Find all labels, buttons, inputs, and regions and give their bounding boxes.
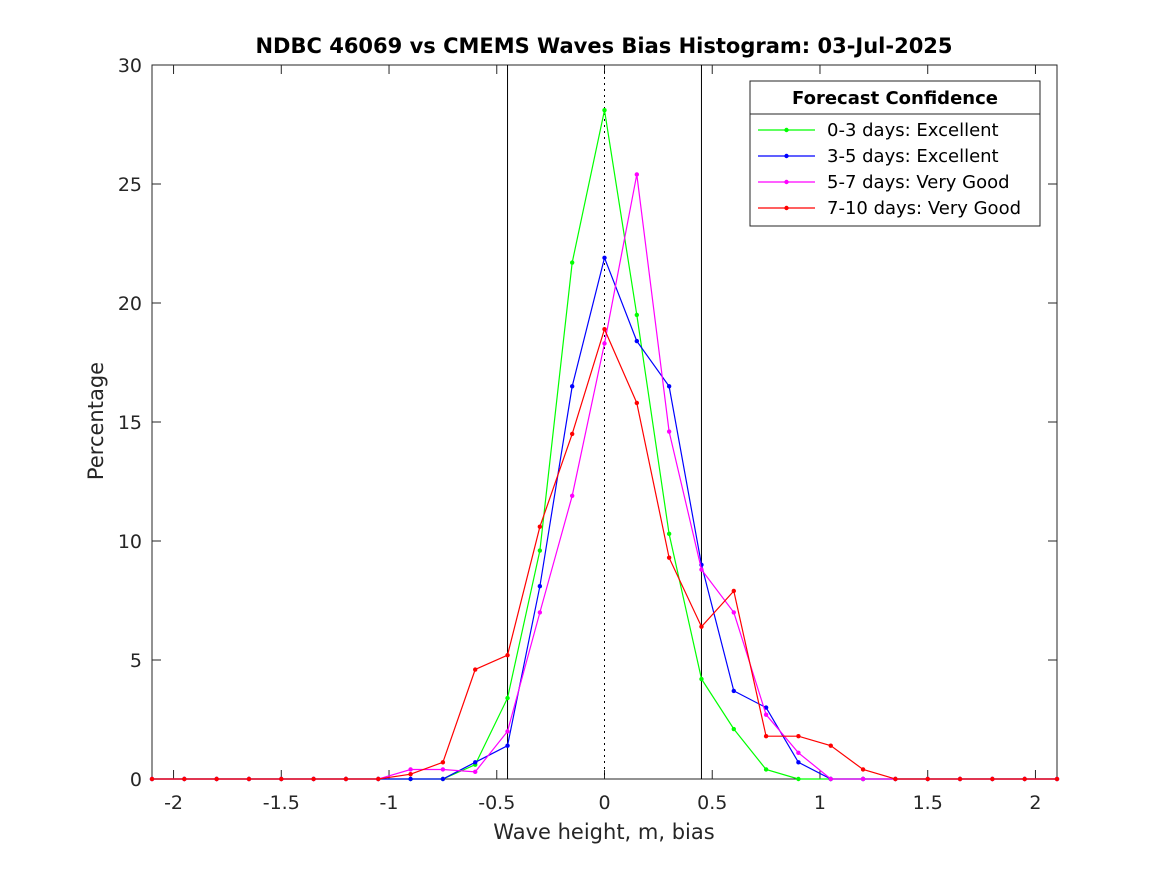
y-tick-label: 5 [130, 650, 142, 672]
data-point-series-4 [246, 776, 252, 782]
data-point-series-3 [634, 172, 640, 177]
data-point-series-1 [602, 108, 607, 113]
legend-marker-3 [784, 179, 789, 185]
data-point-series-3 [796, 750, 801, 756]
data-point-series-4 [957, 776, 963, 782]
legend-marker-4 [784, 205, 789, 211]
data-point-series-3 [569, 493, 575, 498]
data-point-series-4 [666, 555, 672, 560]
y-axis-title: Percentage [84, 362, 108, 480]
data-point-series-3 [860, 776, 866, 782]
data-point-series-3 [537, 610, 543, 615]
x-tick-label: -1 [380, 792, 399, 814]
data-point-series-4 [343, 776, 349, 782]
data-point-series-2 [602, 255, 607, 260]
data-point-series-4 [473, 667, 478, 672]
data-point-series-1 [796, 776, 801, 782]
data-point-series-4 [408, 772, 413, 777]
legend: Forecast Confidence 0-3 days: Excellent 3-… [749, 80, 1041, 227]
data-point-series-3 [731, 610, 736, 615]
data-point-series-3 [763, 712, 769, 717]
data-point-series-3 [473, 769, 478, 775]
x-tick-label: -1.5 [263, 792, 300, 814]
data-point-series-4 [440, 760, 446, 765]
data-point-series-4 [925, 776, 930, 782]
data-point-series-2 [731, 688, 736, 694]
data-point-series-4 [828, 743, 833, 748]
legend-label-2: 3-5 days: Excellent [827, 146, 999, 167]
data-point-series-3 [505, 729, 510, 734]
x-tick-label: -0.5 [478, 792, 515, 814]
data-point-series-1 [505, 695, 510, 701]
data-point-series-2 [763, 705, 769, 710]
data-point-series-4 [376, 776, 381, 782]
data-point-series-4 [505, 653, 510, 658]
data-point-series-2 [408, 776, 413, 782]
legend-box [749, 80, 1041, 227]
data-point-series-3 [408, 767, 413, 772]
legend-label-3: 5-7 days: Very Good [827, 172, 1010, 193]
data-point-series-4 [990, 776, 995, 782]
data-point-series-4 [311, 776, 316, 782]
data-point-series-1 [537, 548, 543, 553]
data-point-series-4 [149, 776, 155, 782]
data-point-series-4 [634, 400, 640, 406]
legend-marker-1 [784, 127, 789, 133]
data-point-series-1 [731, 726, 736, 732]
data-point-series-2 [569, 384, 575, 389]
y-tick-label: 0 [130, 769, 142, 791]
data-point-series-4 [279, 776, 284, 782]
data-point-series-4 [1054, 776, 1060, 782]
data-point-series-1 [699, 676, 704, 682]
data-point-series-3 [440, 767, 446, 772]
data-point-series-4 [731, 588, 736, 594]
data-point-series-4 [699, 624, 704, 629]
data-point-series-4 [537, 524, 543, 529]
data-point-series-4 [569, 431, 575, 437]
data-point-series-2 [505, 743, 510, 748]
chart-title: NDBC 46069 vs CMEMS Waves Bias Histogram… [255, 34, 952, 58]
data-point-series-1 [763, 767, 769, 772]
x-tick-label: 1.5 [913, 792, 943, 814]
data-point-series-4 [860, 767, 866, 772]
data-point-series-4 [893, 776, 898, 782]
data-point-series-4 [796, 733, 801, 739]
y-tick-label: 15 [118, 412, 142, 434]
x-tick-label: 2 [1029, 792, 1041, 814]
legend-title: Forecast Confidence [792, 88, 998, 109]
data-point-series-3 [699, 567, 704, 572]
x-tick-label: 0 [598, 792, 610, 814]
y-tick-label: 10 [118, 531, 142, 553]
data-point-series-2 [634, 338, 640, 344]
x-tick-label: -2 [164, 792, 183, 814]
data-point-series-3 [666, 429, 672, 434]
legend-label-4: 7-10 days: Very Good [827, 198, 1021, 219]
data-point-series-2 [440, 776, 446, 782]
data-point-series-1 [634, 312, 640, 318]
data-point-series-3 [828, 776, 833, 782]
data-point-series-2 [473, 760, 478, 765]
data-point-series-4 [214, 776, 219, 782]
data-point-series-4 [1022, 776, 1027, 782]
y-tick-label: 25 [118, 174, 142, 196]
legend-marker-2 [784, 153, 789, 159]
y-tick-label: 20 [118, 293, 142, 315]
data-point-series-2 [666, 384, 672, 389]
y-tick-label: 30 [118, 55, 142, 77]
data-point-series-2 [537, 584, 543, 589]
data-point-series-1 [666, 531, 672, 537]
x-axis-title: Wave height, m, bias [493, 820, 714, 844]
x-tick-label: 1 [814, 792, 826, 814]
data-point-series-4 [763, 733, 769, 739]
data-point-series-1 [569, 260, 575, 265]
data-point-series-2 [796, 760, 801, 765]
data-point-series-4 [182, 776, 187, 782]
data-point-series-4 [602, 326, 607, 332]
data-point-series-3 [602, 341, 607, 346]
x-tick-label: 0.5 [697, 792, 727, 814]
legend-label-1: 0-3 days: Excellent [827, 120, 999, 141]
